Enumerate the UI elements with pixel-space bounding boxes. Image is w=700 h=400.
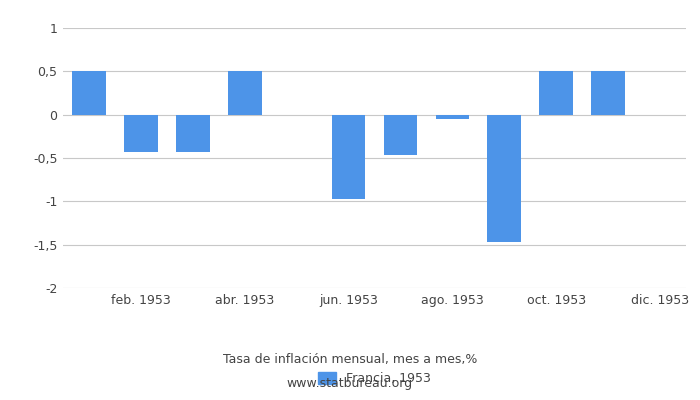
Bar xyxy=(592,71,625,115)
Bar xyxy=(228,71,262,115)
Bar xyxy=(124,115,158,152)
Bar xyxy=(176,115,210,152)
Bar xyxy=(72,71,106,115)
Bar xyxy=(435,115,469,119)
Text: Tasa de inflación mensual, mes a mes,%: Tasa de inflación mensual, mes a mes,% xyxy=(223,354,477,366)
Bar xyxy=(332,115,365,199)
Bar xyxy=(384,115,417,155)
Legend: Francia, 1953: Francia, 1953 xyxy=(318,372,430,385)
Bar xyxy=(539,71,573,115)
Bar xyxy=(487,115,522,242)
Text: www.statbureau.org: www.statbureau.org xyxy=(287,378,413,390)
